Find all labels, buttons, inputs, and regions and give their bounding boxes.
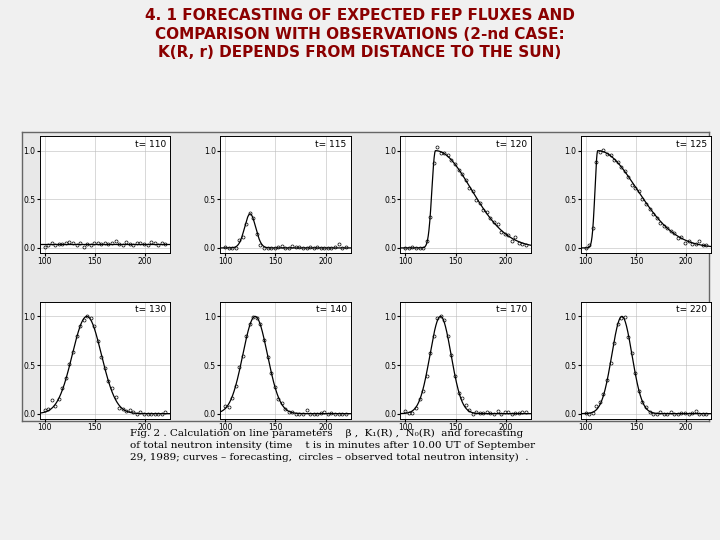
Text: 4. 1 FORECASTING OF EXPECTED FEP FLUXES AND
COMPARISON WITH OBSERVATIONS (2-nd C: 4. 1 FORECASTING OF EXPECTED FEP FLUXES … [145,8,575,60]
Text: t= 130: t= 130 [135,305,166,314]
Text: Fig. 2 . Calculation on line parameters    β ,  K₁(R) ,  N₀(R)  and forecasting
: Fig. 2 . Calculation on line parameters … [130,429,535,462]
Text: t= 125: t= 125 [676,139,708,148]
Text: t= 110: t= 110 [135,139,166,148]
Text: t= 170: t= 170 [496,305,527,314]
Text: t= 120: t= 120 [496,139,527,148]
Text: t= 220: t= 220 [676,305,708,314]
Text: t= 140: t= 140 [315,305,347,314]
Text: t= 115: t= 115 [315,139,347,148]
